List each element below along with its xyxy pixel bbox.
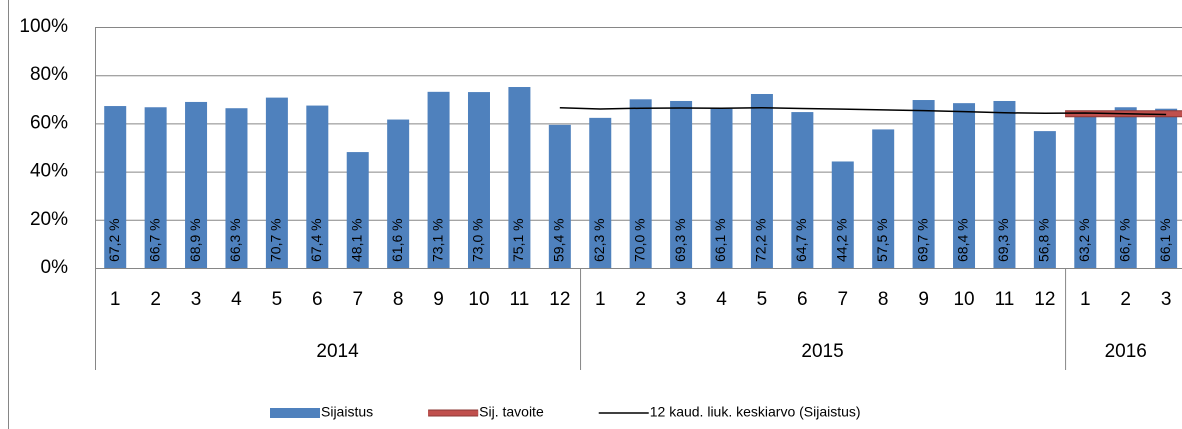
data-label: 62,3 %	[591, 218, 607, 262]
x-tick-label: 9	[433, 289, 444, 310]
bar	[104, 106, 127, 268]
bar	[427, 91, 450, 268]
bar	[225, 108, 248, 268]
x-tick-label: 1	[110, 289, 121, 310]
bar	[670, 100, 693, 268]
bar	[831, 161, 854, 268]
group-label: 2015	[801, 341, 843, 362]
x-tick-label: 2	[150, 289, 161, 310]
bar	[993, 100, 1016, 268]
data-label: 67,4 %	[308, 218, 324, 262]
x-tick-label: 5	[757, 289, 768, 310]
x-tick-label: 4	[716, 289, 727, 310]
x-tick-label: 1	[595, 289, 606, 310]
bar	[953, 103, 976, 268]
x-tick-label: 8	[393, 289, 404, 310]
y-tick-label: 40%	[30, 161, 68, 182]
x-tick-label: 5	[272, 289, 283, 310]
data-label: 64,7 %	[793, 218, 809, 262]
x-tick-label: 7	[352, 289, 363, 310]
legend-label: 12 kaud. liuk. keskiarvo (Sijaistus)	[650, 404, 861, 420]
x-tick-label: 11	[510, 289, 530, 310]
y-tick-label: 60%	[30, 112, 68, 133]
y-tick-label: 20%	[30, 209, 68, 230]
bar	[346, 152, 369, 268]
data-label: 66,3 %	[227, 218, 243, 262]
x-tick-label: 8	[878, 289, 889, 310]
legend-swatch	[270, 408, 320, 418]
data-label: 61,6 %	[389, 218, 405, 262]
x-tick-label: 3	[191, 289, 202, 310]
data-label: 66,1 %	[1157, 218, 1173, 262]
x-tick-label: 9	[918, 289, 929, 310]
bar	[1114, 107, 1137, 269]
data-label: 73,0 %	[470, 218, 486, 262]
x-tick-label: 12	[1034, 289, 1055, 310]
data-label: 75,1 %	[510, 218, 526, 262]
bar	[467, 92, 490, 268]
bar	[265, 97, 288, 268]
x-tick-label: 6	[312, 289, 323, 310]
data-label: 70,7 %	[268, 218, 284, 262]
bar	[1033, 131, 1056, 268]
data-label: 48,1 %	[348, 218, 364, 262]
legend-label: Sijaistus	[321, 404, 373, 420]
data-label: 68,4 %	[955, 218, 971, 262]
bar	[185, 101, 208, 269]
data-label: 69,3 %	[995, 218, 1011, 262]
y-tick-label: 0%	[41, 257, 69, 278]
x-tick-label: 2	[635, 289, 646, 310]
x-tick-label: 1	[1080, 289, 1091, 310]
bar	[1155, 108, 1178, 268]
data-label: 56,8 %	[1036, 218, 1052, 262]
x-tick-label: 11	[995, 289, 1015, 310]
bar	[548, 124, 571, 268]
x-tick-label: 10	[953, 289, 974, 310]
data-label: 66,1 %	[712, 218, 728, 262]
data-label: 66,7 %	[1116, 218, 1132, 262]
data-label: 70,0 %	[631, 218, 647, 262]
data-label: 67,2 %	[106, 218, 122, 262]
data-label: 57,5 %	[874, 218, 890, 262]
data-label: 66,7 %	[146, 218, 162, 262]
data-label: 73,1 %	[429, 218, 445, 262]
bar	[912, 100, 935, 268]
bar	[508, 87, 531, 268]
x-tick-label: 3	[676, 289, 687, 310]
x-tick-label: 6	[797, 289, 808, 310]
data-label: 44,2 %	[833, 218, 849, 262]
data-label: 63,2 %	[1076, 218, 1092, 262]
bar	[144, 107, 167, 269]
data-label: 59,4 %	[551, 218, 567, 262]
bar	[872, 129, 895, 268]
bar	[589, 117, 612, 269]
bar	[1074, 115, 1097, 268]
bar	[306, 105, 329, 268]
group-label: 2016	[1105, 341, 1147, 362]
bar	[750, 93, 773, 268]
x-tick-label: 3	[1161, 289, 1172, 310]
data-label: 69,3 %	[672, 218, 688, 262]
legend-label: Sij. tavoite	[479, 404, 544, 420]
data-label: 69,7 %	[914, 218, 930, 262]
x-tick-label: 4	[231, 289, 242, 310]
bar	[387, 119, 410, 268]
bar	[710, 108, 733, 268]
x-tick-label: 12	[549, 289, 570, 310]
y-tick-label: 100%	[19, 16, 68, 37]
data-label: 68,9 %	[187, 218, 203, 262]
y-tick-label: 80%	[30, 64, 68, 85]
data-label: 72,2 %	[753, 218, 769, 262]
line	[559, 106, 1167, 116]
group-label: 2014	[316, 341, 359, 362]
x-tick-label: 7	[837, 289, 848, 310]
bar	[629, 99, 652, 268]
bar	[791, 112, 814, 268]
x-tick-label: 10	[468, 289, 489, 310]
x-tick-label: 2	[1120, 289, 1131, 310]
